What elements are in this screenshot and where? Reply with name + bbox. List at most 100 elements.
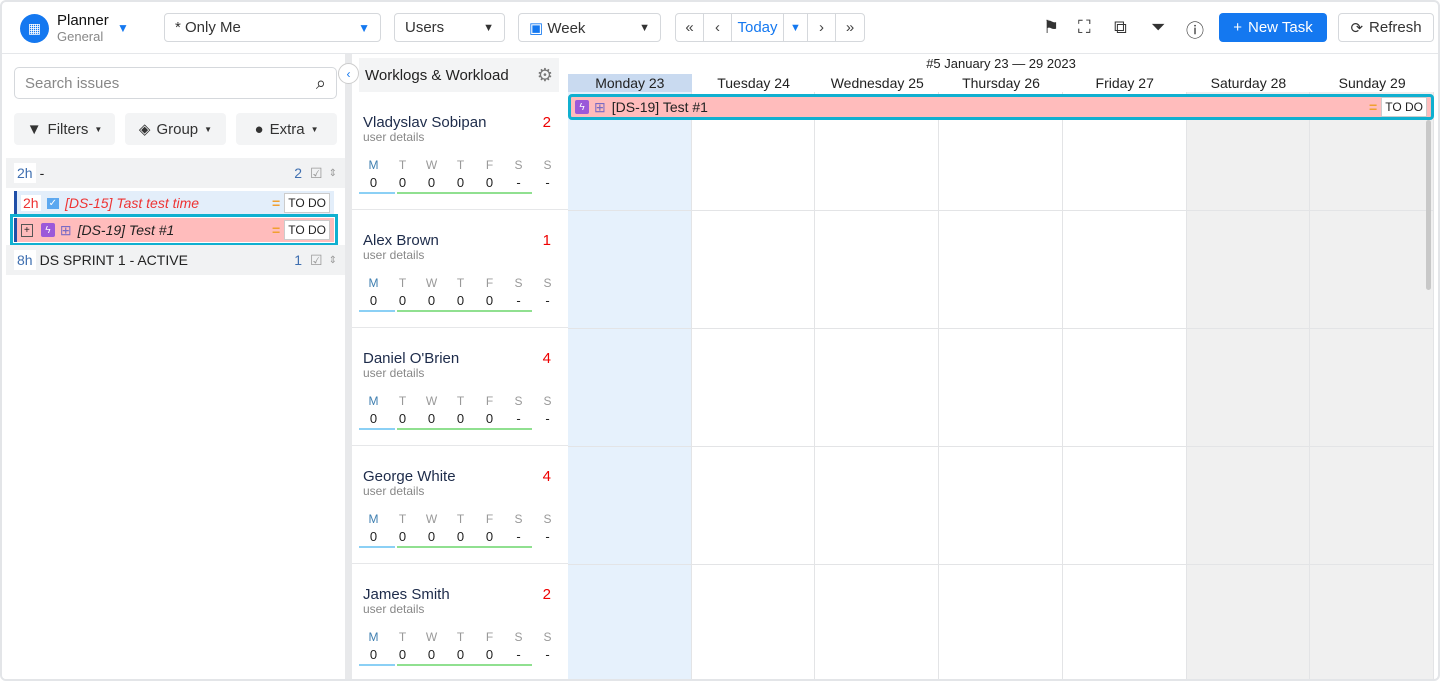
workload-value: 0	[427, 411, 436, 426]
day-column[interactable]	[939, 92, 1063, 679]
filter-select[interactable]: * Only Me ▼	[164, 13, 381, 42]
layers-icon: ◈	[138, 121, 151, 138]
weekday-label: T	[398, 158, 407, 172]
last-icon[interactable]: »	[845, 19, 855, 36]
user-name[interactable]: James Smith	[363, 586, 450, 603]
chevron-down-icon[interactable]: ▼	[784, 14, 808, 41]
user-name[interactable]: George White	[363, 468, 456, 485]
chevron-down-icon[interactable]: ▼	[117, 21, 129, 35]
refresh-icon: ⟳	[1350, 19, 1364, 37]
weekday-label: T	[398, 630, 407, 644]
weekday-label: F	[485, 158, 494, 172]
sort-icon[interactable]: ⇕	[328, 254, 337, 266]
fullscreen-icon[interactable]: ⛶	[1078, 17, 1091, 37]
issue-row[interactable]: + ϟ ⊞ [DS-19] Test #1 = TO DO	[10, 214, 338, 246]
calendar-check-icon[interactable]: ☑	[310, 251, 323, 268]
workload-value: 0	[485, 411, 494, 426]
weekday-labels: MTWTFSSΣ	[359, 630, 591, 644]
caret-icon: ▼	[94, 124, 103, 134]
extra-button[interactable]: ● Extra ▼	[236, 113, 337, 145]
checkbox-icon: ✓	[46, 197, 59, 209]
user-name[interactable]: Vladyslav Sobipan	[363, 114, 487, 131]
day-column[interactable]	[1310, 92, 1434, 679]
workload-value: 0	[398, 529, 407, 544]
week-bar	[397, 310, 532, 312]
copy-icon[interactable]: ⧉	[1114, 17, 1127, 37]
group-name: -	[39, 165, 45, 181]
issue-row[interactable]: 2h ✓ [DS-15] Tast test time = TO DO	[14, 191, 334, 215]
weekday-label: F	[485, 394, 494, 408]
weekday-labels: MTWTFSSΣ	[359, 394, 591, 408]
day-header: Tuesday 24	[717, 75, 790, 91]
view-by-select[interactable]: Users ▼	[394, 13, 505, 42]
app-title[interactable]: Planner	[57, 12, 109, 29]
subtask-icon: ⊞	[594, 98, 606, 115]
weekday-label: T	[398, 512, 407, 526]
group-name: DS SPRINT 1 - ACTIVE	[39, 252, 188, 268]
weekday-label: F	[485, 512, 494, 526]
today-button[interactable]: Today	[732, 14, 784, 41]
workload-value: 0	[427, 293, 436, 308]
group-button[interactable]: ◈ Group ▼	[125, 113, 226, 145]
calendar-check-icon[interactable]: ☑	[310, 164, 323, 181]
gear-icon[interactable]: ⚙	[536, 64, 553, 85]
search-input[interactable]: Search issues ⌕	[14, 67, 337, 99]
help-icon[interactable]: ⓘ	[1186, 21, 1204, 41]
week-title: #5 January 23 — 29 2023	[926, 56, 1076, 71]
workload-value: -	[516, 647, 521, 662]
weekday-label: S	[514, 394, 523, 408]
new-task-button[interactable]: + New Task	[1219, 13, 1327, 42]
day-column[interactable]	[815, 92, 940, 679]
scrollbar[interactable]	[1426, 120, 1431, 290]
first-icon[interactable]: «	[676, 14, 704, 41]
status-badge: TO DO	[284, 193, 330, 213]
weekday-label: W	[425, 630, 438, 644]
weekday-label: S	[514, 512, 523, 526]
workload-value: 0	[485, 293, 494, 308]
group-header[interactable]: 8h DS SPRINT 1 - ACTIVE 1 ☑ ⇕	[6, 245, 345, 275]
search-icon[interactable]: ⌕	[315, 72, 326, 93]
filters-button[interactable]: ▼ Filters ▼	[14, 113, 115, 145]
flag-icon[interactable]: ⚑	[1043, 17, 1060, 37]
workload-value: -	[516, 411, 521, 426]
workload-header: Worklogs & Workload ⚙	[359, 58, 559, 92]
workload-title: Worklogs & Workload	[365, 66, 509, 84]
calendar-icon: ▦	[20, 14, 49, 43]
status-badge: TO DO	[1381, 97, 1427, 117]
weekday-label: S	[514, 630, 523, 644]
refresh-button[interactable]: ⟳ Refresh	[1338, 13, 1434, 42]
sort-icon[interactable]: ⇕	[328, 167, 337, 179]
collapse-sidebar-button[interactable]: ‹	[338, 63, 359, 84]
weekday-label: W	[425, 394, 438, 408]
user-name[interactable]: Alex Brown	[363, 232, 439, 249]
group-header[interactable]: 2h - 2 ☑ ⇕	[6, 158, 345, 188]
range-select[interactable]: ▣ Week ▼	[518, 13, 661, 42]
today-bar	[359, 310, 395, 312]
next-icon[interactable]: ›	[808, 14, 836, 41]
prev-icon[interactable]: ‹	[704, 14, 732, 41]
filter-icon[interactable]: ⏷	[1151, 17, 1166, 37]
user-name[interactable]: Daniel O'Brien	[363, 350, 460, 367]
day-column[interactable]	[691, 92, 816, 679]
panel-resizer[interactable]	[345, 54, 352, 679]
workload-value: 0	[369, 293, 378, 308]
day-column[interactable]	[568, 92, 692, 679]
calendar-task[interactable]: ϟ ⊞ [DS-19] Test #1 = TO DO	[568, 94, 1434, 120]
week-bar	[397, 546, 532, 548]
chevron-down-icon: ▼	[358, 20, 370, 35]
day-column[interactable]	[1062, 92, 1187, 679]
week-bar	[397, 664, 532, 666]
workload-value: 0	[456, 175, 465, 190]
weekday-label: T	[456, 512, 465, 526]
expand-icon[interactable]: +	[21, 223, 33, 237]
workload-value: 0	[369, 175, 378, 190]
weekday-labels: MTWTFSSΣ	[359, 276, 591, 290]
weekday-labels: MTWTFSSΣ	[359, 512, 591, 526]
day-column[interactable]	[1186, 92, 1311, 679]
